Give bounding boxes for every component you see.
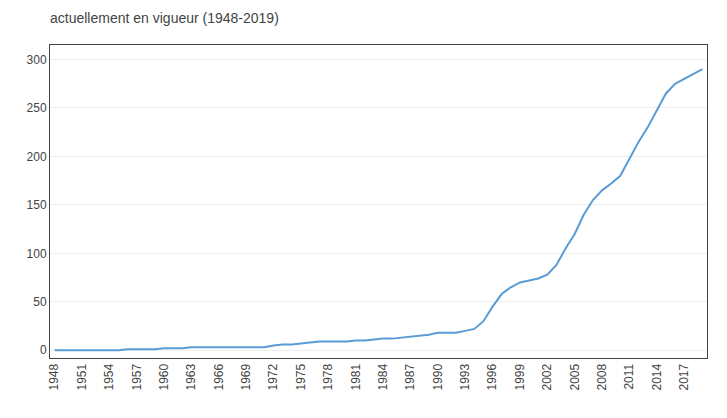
svg-text:1963: 1963: [184, 363, 198, 390]
svg-text:1993: 1993: [458, 363, 472, 390]
svg-text:2002: 2002: [540, 363, 554, 390]
svg-text:2008: 2008: [595, 363, 609, 390]
svg-text:1969: 1969: [239, 363, 253, 390]
svg-text:100: 100: [27, 247, 47, 261]
svg-text:1957: 1957: [130, 363, 144, 390]
svg-text:1972: 1972: [266, 363, 280, 390]
svg-text:1960: 1960: [157, 363, 171, 390]
svg-text:1978: 1978: [321, 363, 335, 390]
svg-text:1999: 1999: [513, 363, 527, 390]
svg-text:1990: 1990: [431, 363, 445, 390]
svg-text:1975: 1975: [294, 363, 308, 390]
svg-text:1951: 1951: [75, 363, 89, 390]
svg-text:50: 50: [33, 295, 47, 309]
svg-text:1987: 1987: [403, 363, 417, 390]
svg-text:2005: 2005: [568, 363, 582, 390]
svg-text:2014: 2014: [650, 363, 664, 390]
svg-text:1954: 1954: [102, 363, 116, 390]
svg-text:1981: 1981: [349, 363, 363, 390]
svg-text:actuellement en vigueur (1948-: actuellement en vigueur (1948-2019): [50, 10, 279, 26]
svg-text:1966: 1966: [212, 363, 226, 390]
svg-text:250: 250: [27, 101, 47, 115]
svg-text:2011: 2011: [622, 363, 636, 389]
svg-text:1948: 1948: [47, 363, 61, 390]
svg-text:200: 200: [27, 150, 47, 164]
svg-text:150: 150: [27, 198, 47, 212]
svg-text:0: 0: [40, 343, 47, 357]
svg-text:1984: 1984: [376, 363, 390, 390]
svg-text:2017: 2017: [677, 363, 691, 390]
svg-text:300: 300: [27, 53, 47, 67]
svg-text:1996: 1996: [485, 363, 499, 390]
